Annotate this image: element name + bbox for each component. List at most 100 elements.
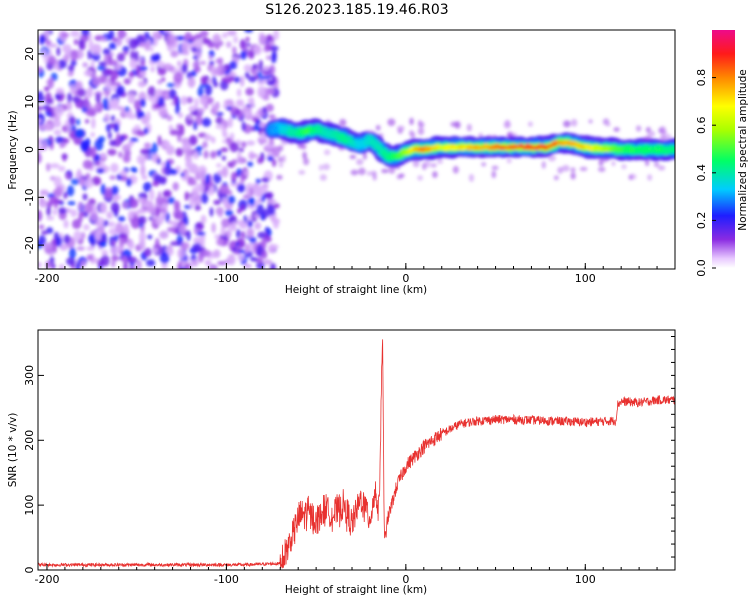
heatmap-noise-cell [157,96,165,107]
heatmap-noise-cell [127,92,136,104]
heatmap-noise-cell [80,232,86,240]
heatmap-noise-cell [62,153,67,162]
heatmap-noise-cell [138,215,147,225]
heatmap-noise-cell [159,176,167,185]
heatmap-noise-cell [165,160,170,169]
snr-y-tick-label: 100 [23,495,36,516]
heatmap-noise-cell [219,184,230,195]
heatmap-noise-cell [155,207,161,218]
heatmap-noise-cell [112,37,118,42]
heatmap-noise-cell [69,247,77,260]
heatmap-noise-cell [247,228,254,238]
colorbar-tick-label: 0.4 [695,164,708,182]
heatmap-noise-cell [192,242,202,253]
heatmap-noise-cell [115,88,124,95]
heatmap-noise-cell [570,118,578,127]
heatmap-noise-cell [152,31,162,38]
heatmap-noise-cell [197,165,207,176]
heatmap-noise-cell [73,230,82,242]
heatmap-noise-cell [255,178,261,185]
heatmap-noise-cell [423,160,431,168]
heatmap-noise-cell [126,177,132,187]
heatmap-noise-cell [215,124,225,130]
heatmap-noise-cell [94,229,102,241]
heatmap-noise-cell [47,55,56,66]
heatmap-noise-cell [128,71,135,78]
heatmap-noise-cell [211,222,216,234]
heatmap-noise-cell [104,113,111,123]
heatmap-noise-cell [50,263,56,269]
heatmap-noise-cell [231,46,237,55]
heatmap-noise-cell [121,201,129,209]
heatmap-noise-cell [570,167,576,173]
heatmap-noise-cell [129,137,139,143]
heatmap-noise-cell [189,197,195,209]
heatmap-noise-cell [557,166,564,174]
heatmap-noise-cell [278,144,284,152]
heatmap-noise-cell [124,106,130,112]
heatmap-noise-cell [72,95,80,103]
heatmap-noise-cell [156,157,161,165]
heatmap-noise-cell [238,249,247,254]
heatmap-noise-cell [216,238,224,246]
heatmap-noise-cell [647,174,653,181]
heatmap-noise-cell [78,215,83,223]
heatmap-noise-cell [140,59,146,67]
heatmap-noise-cell [221,32,228,39]
heatmap-noise-cell [163,140,171,149]
heatmap-noise-cell [245,36,250,42]
heatmap-noise-cell [181,241,190,250]
heatmap-noise-cell [110,70,119,81]
heatmap-noise-cell [240,204,246,212]
heatmap-noise-cell [257,79,266,86]
heatmap-noise-cell [261,208,272,217]
heatmap-noise-cell [138,231,146,243]
heatmap-noise-cell [197,112,202,119]
heatmap-noise-cell [127,140,135,147]
heatmap-noise-cell [159,230,169,239]
heatmap-noise-cell [236,219,245,226]
heatmap-noise-cell [63,234,71,244]
heatmap-noise-cell [261,74,271,80]
heatmap-noise-cell [169,129,179,136]
heatmap-noise-cell [45,260,51,269]
heatmap-noise-cell [143,181,152,193]
heatmap-noise-cell [74,128,84,139]
heatmap-noise-cell [55,236,63,247]
snr-x-tick-label: 100 [575,573,596,586]
snr-x-ticks: -200 -100 0 100 [34,564,676,586]
heatmap-noise-cell [254,257,259,263]
spectrogram-x-axis-label: Height of straight line (km) [285,284,427,296]
heatmap-noise-cell [184,191,190,201]
heatmap-noise-cell [201,117,212,127]
heatmap-noise-cell [95,92,101,104]
heatmap-noise-cell [621,164,627,170]
heatmap-noise-cell [166,226,176,233]
heatmap-noise-cell [123,51,129,56]
heatmap-noise-cell [173,71,184,84]
heatmap-noise-cell [109,175,116,180]
heatmap-noise-cell [190,259,199,267]
heatmap-noise-cell [135,129,144,137]
heatmap-noise-cell [101,249,109,256]
heatmap-noise-cell [214,234,220,239]
heatmap-noise-cell [466,123,472,132]
heatmap-noise-cell [80,260,87,267]
heatmap-noise-cell [112,196,119,202]
heatmap-noise-cell [247,161,254,167]
heatmap-noise-cell [111,254,119,262]
heatmap-noise-cell [134,50,139,62]
heatmap-noise-cell [236,183,246,193]
heatmap-noise-cell [659,134,667,143]
heatmap-noise-cell [322,163,331,171]
heatmap-noise-cell [491,165,499,171]
heatmap-noise-cell [163,63,173,70]
heatmap-noise-cell [79,139,90,150]
heatmap-noise-cell [236,208,242,214]
heatmap-noise-cell [70,49,79,61]
heatmap-noise-cell [60,32,70,38]
heatmap-noise-cell [48,43,58,48]
heatmap-noise-cell [157,191,162,203]
heatmap-noise-cell [115,222,124,234]
heatmap-noise-cell [302,151,307,160]
